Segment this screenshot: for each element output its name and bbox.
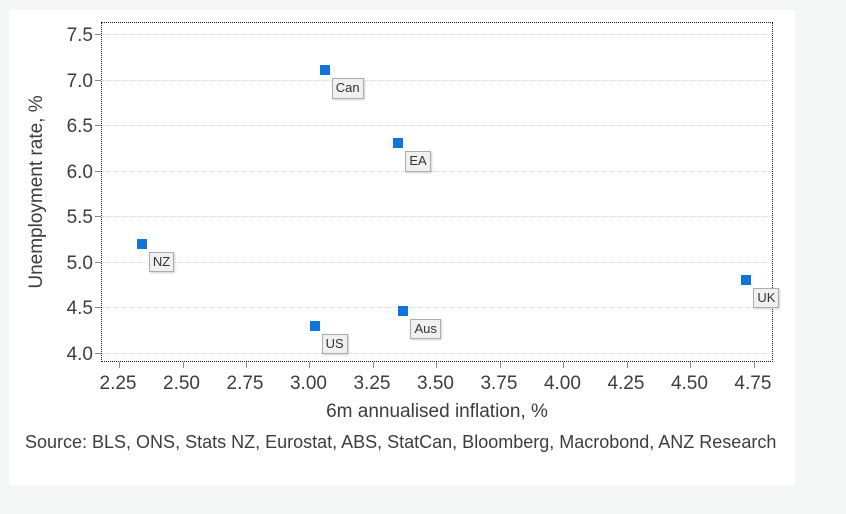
source-text: Source: BLS, ONS, Stats NZ, Eurostat, AB… xyxy=(25,432,777,452)
gridline-y-6.5 xyxy=(102,125,772,127)
x-tick-3.50 xyxy=(436,362,438,368)
data-point-ea xyxy=(393,138,404,149)
y-tick-6.5 xyxy=(95,125,101,127)
data-point-aus xyxy=(398,306,409,317)
y-tick-label-6.0: 6.0 xyxy=(66,161,93,183)
chart-panel: Unemployment rate, % Can EA NZ UK Aus US 6m a… xyxy=(9,10,795,485)
y-tick-5.5 xyxy=(95,216,101,218)
x-tick-4.00 xyxy=(563,362,565,368)
point-label-us: US xyxy=(321,333,348,354)
x-tick-2.75 xyxy=(246,362,247,368)
y-tick-4.5 xyxy=(95,307,101,309)
y-tick-5.0 xyxy=(95,261,101,263)
x-tick-label-4.25: 4.25 xyxy=(607,373,645,394)
x-tick-3.75 xyxy=(499,362,501,368)
x-tick-label-3.75: 3.75 xyxy=(480,373,518,394)
x-tick-4.75 xyxy=(753,362,755,368)
data-point-nz xyxy=(136,238,147,249)
x-tick-4.50 xyxy=(690,362,692,368)
y-tick-7.0 xyxy=(95,79,101,81)
x-axis-title: 6m annualised inflation, % xyxy=(326,401,548,422)
x-tick-4.25 xyxy=(626,362,628,368)
x-tick-label-3.25: 3.25 xyxy=(353,373,391,394)
x-tick-label-3.50: 3.50 xyxy=(416,373,454,394)
y-tick-label-7.0: 7.0 xyxy=(66,70,93,92)
x-tick-label-3.00: 3.00 xyxy=(289,373,327,394)
data-point-can xyxy=(319,65,330,76)
point-label-nz: NZ xyxy=(148,251,175,272)
gridline-y-4.5 xyxy=(102,307,772,309)
x-tick-2.25 xyxy=(119,362,121,368)
gridline-y-5.0 xyxy=(102,261,772,263)
data-point-uk xyxy=(741,275,752,286)
x-tick-label-2.25: 2.25 xyxy=(99,373,137,394)
point-label-ea: EA xyxy=(405,151,431,172)
gridline-y-4.0 xyxy=(102,352,772,354)
gridline-y-7.5 xyxy=(102,33,772,35)
y-tick-6.0 xyxy=(95,170,101,172)
y-tick-label-6.5: 6.5 xyxy=(66,116,93,138)
y-tick-label-4.5: 4.5 xyxy=(66,298,93,320)
point-label-can: Can xyxy=(331,78,364,99)
y-tick-4.0 xyxy=(95,352,101,354)
x-tick-label-4.75: 4.75 xyxy=(734,373,772,394)
y-tick-label-7.5: 7.5 xyxy=(66,24,93,46)
x-tick-3.00 xyxy=(309,362,311,368)
gridline-y-6.0 xyxy=(102,170,772,172)
x-tick-label-4.50: 4.50 xyxy=(670,373,708,394)
x-tick-2.50 xyxy=(182,362,184,368)
x-tick-label-4.00: 4.00 xyxy=(543,373,581,394)
gridline-y-5.5 xyxy=(102,216,772,218)
y-tick-label-4.0: 4.0 xyxy=(66,343,93,365)
x-tick-label-2.50: 2.50 xyxy=(163,373,200,394)
gridline-y-7.0 xyxy=(102,79,772,81)
point-label-uk: UK xyxy=(753,288,780,309)
point-label-aus: Aus xyxy=(410,319,441,340)
x-tick-label-2.75: 2.75 xyxy=(226,373,264,394)
data-point-us xyxy=(309,320,320,331)
plot-area: Can EA NZ UK Aus US xyxy=(95,22,780,368)
y-tick-label-5.0: 5.0 xyxy=(66,252,93,274)
x-tick-3.25 xyxy=(372,362,374,368)
y-tick-7.5 xyxy=(95,33,101,35)
y-tick-label-5.5: 5.5 xyxy=(66,207,93,229)
